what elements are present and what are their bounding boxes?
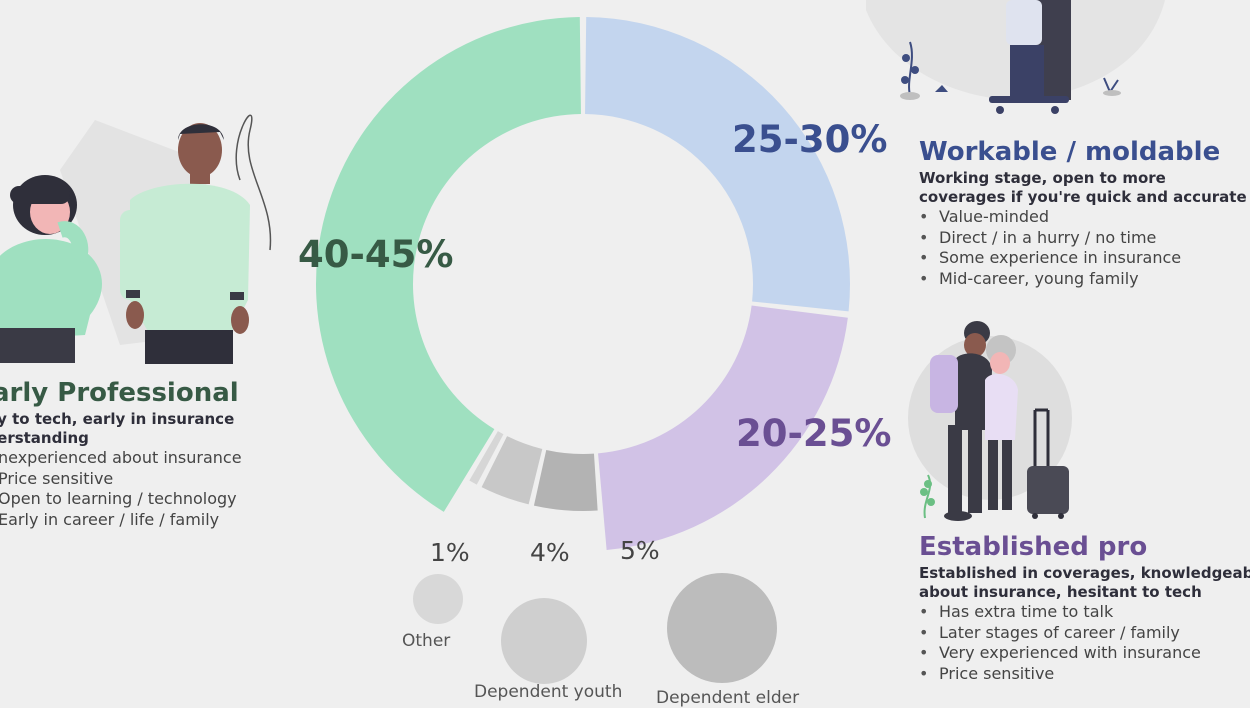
early-bullet: nexperienced about insurance <box>0 448 242 469</box>
established-subtitle-line2: about insurance, hesitant to tech <box>919 583 1202 601</box>
workable-bullet: Value-minded <box>919 207 1247 228</box>
dependent-elder-label: Dependent elder <box>656 688 800 708</box>
early-bullet: Early in career / life / family <box>0 510 242 531</box>
established-bullet: Very experienced with insurance <box>919 643 1250 664</box>
workable-bullet: Some experience in insurance <box>919 248 1247 269</box>
early-title: arly Professional <box>0 378 239 408</box>
established-title: Established pro <box>919 532 1148 562</box>
established-pct-label: 20-25% <box>736 412 892 455</box>
other-size-circle <box>413 574 463 624</box>
early-subtitle-line2: lerstanding <box>0 429 89 447</box>
established-subtitle-line1: Established in coverages, knowledgeable <box>919 564 1250 582</box>
dependent-youth-label: Dependent youth <box>474 682 623 702</box>
established-pro-illustration <box>908 321 1072 521</box>
youth-pct-label: 4% <box>530 538 570 567</box>
elder-pct-label: 5% <box>620 536 660 565</box>
early-professional-illustration <box>0 114 272 364</box>
workable-title: Workable / moldable <box>919 137 1221 167</box>
donut-chart <box>316 17 850 550</box>
early-bullet: Open to learning / technology <box>0 489 242 510</box>
early-subtitle-line1: ly to tech, early in insurance <box>0 410 235 428</box>
workable-bullet: Direct / in a hurry / no time <box>919 228 1247 249</box>
workable-bullet: Mid-career, young family <box>919 269 1247 290</box>
workable-pct-label: 25-30% <box>732 118 888 161</box>
dependent-youth-slice <box>481 436 543 505</box>
early-professional-slice <box>316 17 581 512</box>
established-slice <box>598 305 848 550</box>
established-bullet: Has extra time to talk <box>919 602 1250 623</box>
workable-persona: Workable / moldable Working stage, open … <box>919 137 1247 289</box>
workable-subtitle-line2: coverages if you're quick and accurate <box>919 188 1247 206</box>
skateboard-couple-illustration <box>866 0 1165 114</box>
other-label: Other <box>402 631 451 651</box>
established-bullet: Later stages of career / family <box>919 623 1250 644</box>
other-slice <box>469 431 504 485</box>
early-pct-label: 40-45% <box>298 233 454 276</box>
workable-subtitle-line1: Working stage, open to more <box>919 169 1166 187</box>
dependent-elder-size-circle <box>667 573 777 683</box>
established-bullet: Price sensitive <box>919 664 1250 685</box>
dependent-elder-slice <box>533 449 598 512</box>
workable-slice <box>585 17 850 312</box>
other-pct-label: 1% <box>430 538 470 567</box>
early-bullet: Price sensitive <box>0 469 242 490</box>
early-professional-persona: arly Professional ly to tech, early in i… <box>0 378 242 530</box>
established-persona: Established pro Established in coverages… <box>919 532 1250 684</box>
dependent-youth-size-circle <box>501 598 587 684</box>
